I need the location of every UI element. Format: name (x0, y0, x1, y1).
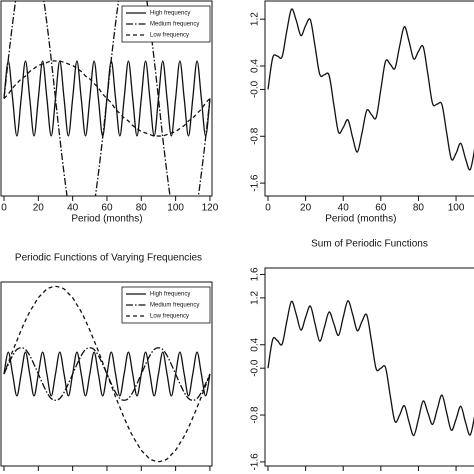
y-tick-label: 1.2 (250, 12, 261, 26)
plot-area (267, 8, 474, 171)
line-series (267, 300, 474, 437)
y-tick-label: -0.8 (250, 127, 261, 145)
line-series (3, 1, 211, 196)
legend-label: Low frequency (150, 314, 189, 320)
plot-frame (264, 0, 474, 197)
y-tick-label: -0.0 (250, 359, 261, 377)
legend-label: Low frequency (150, 33, 189, 39)
plot-area (3, 1, 211, 196)
legend-box (121, 286, 211, 324)
legend-label: Medium frequency (150, 22, 199, 28)
line-series (3, 347, 211, 401)
panel: Periodic Functions of Varying Frequencie… (0, 253, 213, 471)
plot-frame (264, 267, 474, 467)
x-tick-label: 40 (67, 203, 79, 214)
panel-title: Periodic Functions of Varying Frequencie… (15, 253, 202, 264)
x-tick-label: 0 (265, 203, 271, 214)
x-tick-label: 100 (167, 203, 184, 214)
x-tick-label: 20 (300, 203, 312, 214)
legend-label: High frequency (150, 292, 190, 298)
y-tick-label: 0.4 (250, 337, 261, 351)
y-tick-label: -1.6 (250, 174, 261, 192)
x-tick-label: 80 (136, 203, 148, 214)
panel: 0 20 40 60 80 100 120 Period (months) High frequ… (0, 0, 219, 225)
x-tick-label: 120 (202, 203, 219, 214)
x-tick-label: 40 (338, 203, 350, 214)
x-axis-label: Period (months) (325, 214, 396, 225)
plot-area (3, 285, 211, 463)
y-tick-label: 0.4 (250, 59, 261, 73)
x-tick-label: 20 (33, 203, 45, 214)
y-tick-label: -0.8 (250, 406, 261, 424)
x-axis-label: Period (months) (71, 214, 142, 225)
panel-title: Sum of Periodic Functions (311, 239, 428, 250)
legend-box (121, 5, 211, 43)
x-tick-label: 60 (101, 203, 113, 214)
line-series (3, 285, 211, 463)
x-tick-label: 60 (375, 203, 387, 214)
panel: Sum of Periodic Functions 1.6 1.2 0.4 -0.0 -0… (250, 239, 474, 471)
x-tick-label: 100 (448, 203, 465, 214)
legend-label: High frequency (150, 11, 190, 17)
line-series (267, 8, 474, 171)
plot-area (267, 300, 474, 437)
y-tick-label: 1.6 (250, 267, 261, 281)
x-tick-label: 0 (1, 203, 7, 214)
y-tick-label: -1.6 (250, 453, 261, 471)
y-tick-label: -0.0 (250, 80, 261, 98)
legend-label: Medium frequency (150, 303, 199, 309)
x-tick-label: 80 (413, 203, 425, 214)
y-tick-label: 1.2 (250, 290, 261, 304)
